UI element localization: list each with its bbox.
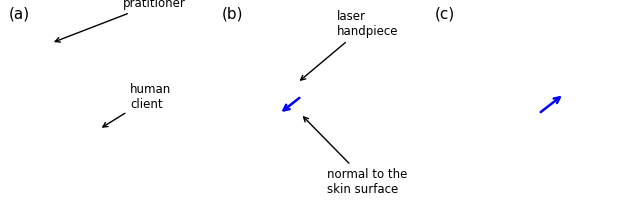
Text: (a): (a) (8, 7, 29, 22)
Text: (c): (c) (435, 7, 455, 22)
Text: laser
handpiece: laser handpiece (301, 10, 398, 80)
Text: human
client: human client (103, 83, 172, 127)
Text: (b): (b) (221, 7, 243, 22)
Text: pratitioner: pratitioner (55, 0, 186, 42)
Text: normal to the
skin surface: normal to the skin surface (303, 117, 408, 196)
